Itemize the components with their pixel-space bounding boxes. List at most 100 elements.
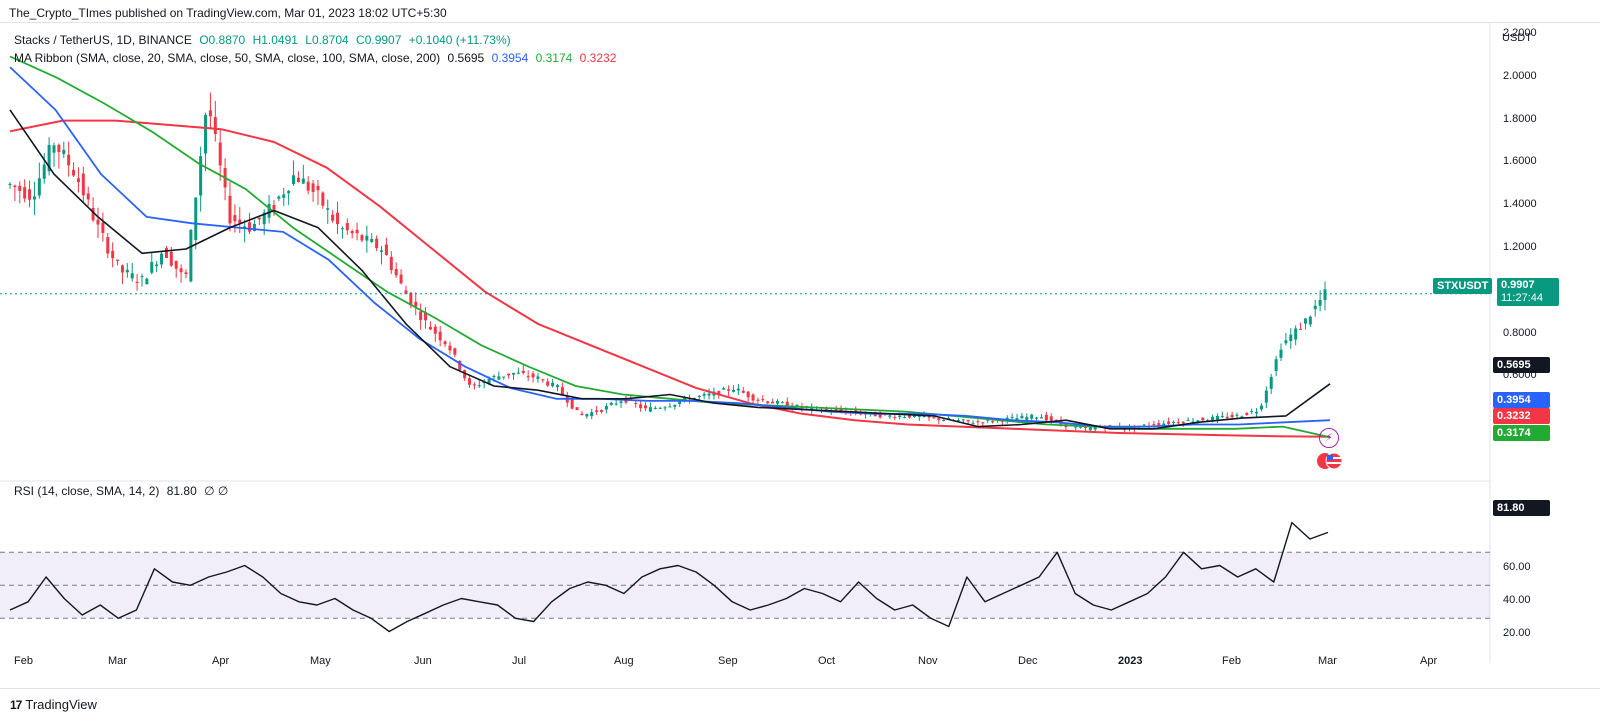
candle-body bbox=[238, 219, 242, 223]
brand-name[interactable]: TradingView bbox=[25, 697, 97, 712]
candle-body bbox=[1005, 417, 1009, 420]
ma100-legend-value: 0.3174 bbox=[535, 51, 573, 65]
candle-body bbox=[761, 399, 765, 401]
close-value: C0.9907 bbox=[356, 33, 402, 47]
rsi-legend-value: 81.80 bbox=[166, 484, 197, 498]
time-tick-label: Apr bbox=[1420, 655, 1438, 667]
rsi-label[interactable]: RSI (14, close, SMA, 14, 2) bbox=[14, 484, 160, 498]
time-tick-label: Apr bbox=[212, 655, 230, 667]
candle-body bbox=[184, 272, 188, 275]
time-tick-label: Sep bbox=[718, 655, 738, 667]
candle-body bbox=[150, 262, 154, 273]
candle-body bbox=[727, 389, 731, 391]
candle-body bbox=[937, 418, 941, 421]
candle-body bbox=[1152, 424, 1156, 426]
candle-body bbox=[1157, 423, 1161, 426]
time-tick-label: Mar bbox=[1318, 655, 1337, 667]
candle-body bbox=[458, 360, 462, 371]
candle-body bbox=[140, 276, 144, 278]
candle-body bbox=[208, 110, 212, 117]
candle-body bbox=[1176, 422, 1180, 424]
candle-body bbox=[326, 208, 330, 210]
candle-body bbox=[160, 253, 164, 265]
candle-body bbox=[516, 372, 520, 374]
candle-body bbox=[448, 345, 452, 351]
candle-body bbox=[541, 379, 545, 381]
candle-body bbox=[1171, 421, 1175, 424]
candle-body bbox=[775, 400, 779, 404]
rsi-tick-label: 40.00 bbox=[1503, 593, 1531, 606]
candle-body bbox=[321, 192, 325, 206]
symbol-label[interactable]: Stacks / TetherUS, 1D, BINANCE bbox=[14, 33, 192, 47]
candle-body bbox=[834, 409, 838, 411]
candle-body bbox=[585, 413, 589, 417]
time-tick-label: Aug bbox=[614, 655, 634, 667]
candle-body bbox=[971, 423, 975, 425]
candle-body bbox=[468, 378, 472, 385]
chart-canvas[interactable] bbox=[0, 23, 1600, 688]
candle-body bbox=[780, 402, 784, 404]
candle-body bbox=[365, 235, 369, 241]
candle-body bbox=[942, 419, 946, 421]
candle-body bbox=[1294, 328, 1298, 340]
candle-body bbox=[32, 196, 36, 200]
candle-body bbox=[560, 387, 564, 395]
candle-body bbox=[502, 376, 506, 378]
candle-body bbox=[404, 290, 408, 295]
candle-body bbox=[492, 375, 496, 378]
rsi-tick-label: 60.00 bbox=[1503, 560, 1531, 573]
candle-body bbox=[507, 373, 511, 376]
chart-frame[interactable] bbox=[0, 22, 1600, 689]
candle-body bbox=[1313, 305, 1317, 310]
ma-ribbon-label[interactable]: MA Ribbon (SMA, close, 20, SMA, close, 5… bbox=[14, 51, 441, 65]
candle-body bbox=[1215, 415, 1219, 420]
candle-body bbox=[1039, 417, 1043, 419]
candle-body bbox=[120, 265, 124, 273]
candle-body bbox=[1269, 377, 1273, 389]
price-tag-value: 0.9907 bbox=[1501, 279, 1535, 291]
candle-body bbox=[756, 399, 760, 401]
candle-body bbox=[1181, 421, 1185, 424]
candle-body bbox=[604, 405, 608, 410]
candle-body bbox=[966, 419, 970, 422]
candle-body bbox=[257, 217, 261, 220]
candle-body bbox=[311, 183, 315, 192]
candle-body bbox=[1186, 419, 1190, 421]
rsi-line bbox=[9, 521, 1329, 633]
price-tick-label: 2.0000 bbox=[1503, 69, 1537, 82]
ma200-line bbox=[9, 119, 1331, 438]
candle-body bbox=[487, 378, 491, 384]
us-flag-icon[interactable] bbox=[1316, 452, 1344, 470]
candle-body bbox=[785, 401, 789, 408]
candle-body bbox=[277, 196, 281, 199]
candle-body bbox=[531, 373, 535, 378]
ma50-legend-value: 0.3954 bbox=[491, 51, 529, 65]
candle-body bbox=[248, 222, 252, 232]
candle-body bbox=[213, 117, 217, 135]
candle-body bbox=[57, 144, 61, 153]
candle-body bbox=[683, 397, 687, 400]
lightning-icon[interactable]: ⚡ bbox=[1319, 428, 1339, 448]
candle-body bbox=[296, 177, 300, 183]
candle-body bbox=[189, 229, 193, 282]
candle-body bbox=[252, 223, 256, 232]
candle-body bbox=[1289, 334, 1293, 342]
candle-body bbox=[590, 412, 594, 417]
ma20-legend-value: 0.5695 bbox=[447, 51, 485, 65]
ma20-line bbox=[9, 109, 1331, 430]
candle-body bbox=[282, 194, 286, 198]
time-tick-label: Nov bbox=[918, 655, 938, 667]
price-tick-label: 0.8000 bbox=[1503, 326, 1537, 339]
candle-body bbox=[453, 348, 457, 355]
candle-body bbox=[888, 415, 892, 417]
candle-body bbox=[164, 248, 168, 259]
candle-body bbox=[1250, 410, 1254, 412]
candle-body bbox=[898, 415, 902, 418]
candle-body bbox=[1318, 299, 1322, 306]
tradingview-logo-icon[interactable]: 17 bbox=[10, 697, 22, 712]
candle-body bbox=[536, 376, 540, 379]
candle-body bbox=[653, 407, 657, 409]
candle-body bbox=[433, 326, 437, 334]
candle-body bbox=[986, 419, 990, 421]
candle-body bbox=[1323, 289, 1327, 301]
